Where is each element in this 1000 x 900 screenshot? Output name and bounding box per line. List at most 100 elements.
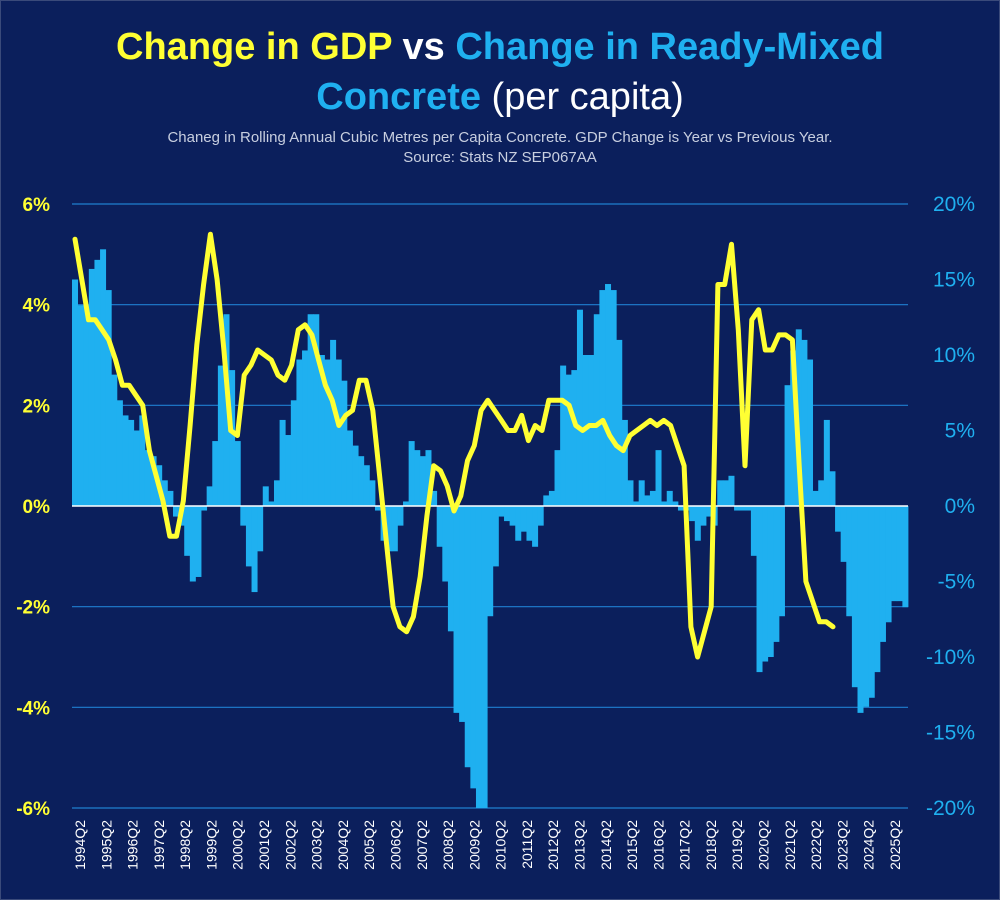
concrete-bar <box>829 471 836 506</box>
concrete-bar <box>689 506 696 522</box>
x-tick-label: 2010Q2 <box>493 820 509 870</box>
chart-title: Change in GDP vs Change in Ready-Mixed C… <box>0 22 1000 122</box>
x-axis-ticks: 1994Q2 1995Q2 1996Q2 1997Q2 1998Q2 1999Q2 2000… <box>72 820 903 870</box>
concrete-bar <box>801 339 808 506</box>
concrete-bar <box>268 501 275 506</box>
x-tick-label: 2025Q2 <box>887 820 903 870</box>
concrete-bar <box>94 259 101 506</box>
concrete-bar <box>414 450 421 506</box>
concrete-bar <box>487 506 494 617</box>
x-tick-label: 2001Q2 <box>256 820 272 870</box>
left-axis-ticks: 6% 4% 2% 0% -2% -4% -6% <box>16 195 50 820</box>
concrete-bar <box>610 290 617 506</box>
concrete-bar <box>229 370 236 506</box>
concrete-bar <box>167 490 174 506</box>
concrete-bar <box>363 465 370 506</box>
concrete-bar <box>492 506 499 567</box>
right-tick-label: -10% <box>926 646 975 669</box>
concrete-bar <box>543 495 550 506</box>
concrete-bar <box>419 456 426 506</box>
concrete-bar <box>638 480 645 506</box>
concrete-bar <box>172 506 180 517</box>
concrete-bar <box>756 506 763 673</box>
x-tick-label: 2011Q2 <box>519 820 535 869</box>
concrete-bar <box>358 456 365 506</box>
concrete-bar <box>481 506 488 808</box>
concrete-bar <box>846 506 853 617</box>
x-tick-label: 2005Q2 <box>361 820 377 870</box>
concrete-bar <box>206 486 213 506</box>
concrete-bar <box>767 506 774 657</box>
right-tick-label: 5% <box>945 420 975 443</box>
x-tick-label: 2023Q2 <box>834 820 850 870</box>
concrete-bar <box>818 480 825 506</box>
concrete-bar <box>537 506 544 526</box>
concrete-bar <box>835 506 842 532</box>
concrete-bar <box>189 506 196 582</box>
concrete-bar <box>863 506 870 707</box>
x-tick-label: 1995Q2 <box>98 820 114 870</box>
concrete-bar <box>515 506 522 541</box>
concrete-bar <box>694 506 701 541</box>
x-tick-label: 2018Q2 <box>703 820 719 870</box>
concrete-bar <box>105 290 112 506</box>
title-concrete-line1: Change in Ready-Mixed <box>455 26 884 68</box>
x-tick-label: 2024Q2 <box>861 820 877 870</box>
x-tick-label: 1997Q2 <box>151 820 167 870</box>
concrete-bar <box>72 279 79 506</box>
concrete-bar <box>330 339 337 506</box>
concrete-bar <box>133 430 140 506</box>
concrete-bar <box>891 506 898 602</box>
concrete-bar <box>374 506 381 511</box>
concrete-bar <box>212 441 219 506</box>
concrete-bar <box>346 430 353 506</box>
x-tick-label: 1998Q2 <box>177 820 193 870</box>
concrete-bar <box>285 435 292 506</box>
concrete-bar <box>335 359 342 506</box>
concrete-bar <box>464 506 471 768</box>
concrete-bar <box>896 506 903 602</box>
x-tick-label: 2015Q2 <box>624 820 640 870</box>
concrete-bar <box>88 268 95 506</box>
concrete-bar <box>649 490 656 506</box>
concrete-bar <box>296 359 303 506</box>
concrete-bar <box>565 374 572 506</box>
concrete-bar <box>391 506 398 552</box>
concrete-bar <box>498 506 505 517</box>
concrete-bar <box>273 480 280 506</box>
concrete-bar <box>128 419 135 506</box>
concrete-bar <box>436 506 443 547</box>
concrete-bar <box>655 450 662 506</box>
concrete-bar <box>823 419 830 506</box>
x-tick-label: 2006Q2 <box>388 820 404 870</box>
x-tick-label: 2020Q2 <box>756 820 772 870</box>
concrete-bar <box>790 350 797 506</box>
concrete-bar <box>677 506 684 511</box>
concrete-bar <box>840 506 847 562</box>
concrete-bar <box>868 506 875 698</box>
concrete-bar <box>324 359 331 506</box>
x-tick-label: 2008Q2 <box>440 820 456 870</box>
concrete-bar <box>279 419 286 506</box>
x-tick-label: 2000Q2 <box>230 820 246 870</box>
x-tick-label: 1994Q2 <box>72 820 88 870</box>
x-tick-label: 2007Q2 <box>414 820 430 870</box>
concrete-bar <box>144 450 151 506</box>
concrete-bar <box>706 506 713 517</box>
concrete-bar <box>745 506 752 511</box>
concrete-bar <box>408 441 415 506</box>
concrete-bar <box>857 506 864 713</box>
concrete-bar <box>644 495 651 506</box>
concrete-bar <box>459 506 466 722</box>
x-tick-label: 2013Q2 <box>572 820 588 870</box>
x-tick-label: 2009Q2 <box>466 820 482 870</box>
concrete-bar <box>520 506 527 532</box>
right-tick-label: 0% <box>945 495 975 518</box>
concrete-bar <box>666 490 673 506</box>
concrete-bar <box>728 475 735 506</box>
concrete-bar <box>403 501 410 506</box>
concrete-bar <box>111 374 118 506</box>
concrete-bar <box>83 305 90 506</box>
